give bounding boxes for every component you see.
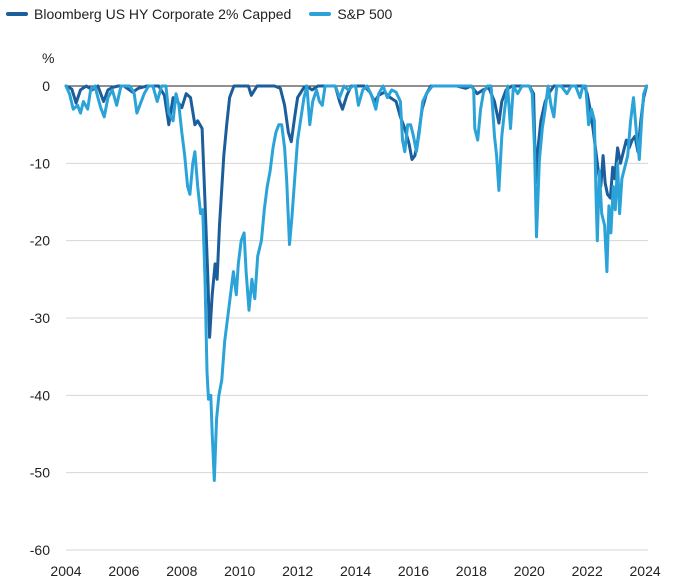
series-line-hy-corporate: [64, 84, 649, 339]
legend-swatch-sp500: [309, 12, 332, 16]
y-tick-label: -40: [30, 387, 50, 403]
x-axis-ticks: 2004 2006 2008 2010 2012 2014 2016 2018 2020 2022…: [50, 563, 660, 579]
x-tick-label: 2012: [282, 563, 313, 579]
grid-lines: [66, 85, 648, 551]
x-tick-label: 2004: [50, 563, 81, 579]
x-tick-label: 2018: [456, 563, 487, 579]
legend-swatch-hy: [6, 12, 28, 16]
series-lines: [64, 84, 649, 482]
x-tick-label: 2006: [108, 563, 139, 579]
y-axis-ticks: 0 -10 -20 -30 -40 -50 -60: [30, 78, 50, 558]
x-tick-label: 2008: [166, 563, 197, 579]
y-tick-label: -20: [30, 233, 50, 249]
legend-label-sp500: S&P 500: [337, 6, 393, 22]
x-tick-label: 2020: [514, 563, 545, 579]
legend-item-sp500: S&P 500: [309, 6, 392, 22]
x-tick-label: 2024: [630, 563, 661, 579]
chart-legend: Bloomberg US HY Corporate 2% Capped S&P …: [6, 6, 410, 22]
y-axis-unit-label: %: [42, 50, 55, 66]
legend-item-hy: Bloomberg US HY Corporate 2% Capped: [6, 6, 291, 22]
series-line-sp500: [64, 84, 649, 482]
x-tick-label: 2016: [398, 563, 429, 579]
y-tick-label: -30: [30, 310, 50, 326]
legend-label-hy: Bloomberg US HY Corporate 2% Capped: [34, 6, 292, 22]
x-tick-label: 2010: [224, 563, 255, 579]
y-tick-label: 0: [42, 78, 50, 94]
y-tick-label: -60: [30, 542, 50, 558]
y-tick-label: -10: [30, 155, 50, 171]
x-tick-label: 2022: [572, 563, 603, 579]
y-tick-label: -50: [30, 465, 50, 481]
x-tick-label: 2014: [340, 563, 371, 579]
